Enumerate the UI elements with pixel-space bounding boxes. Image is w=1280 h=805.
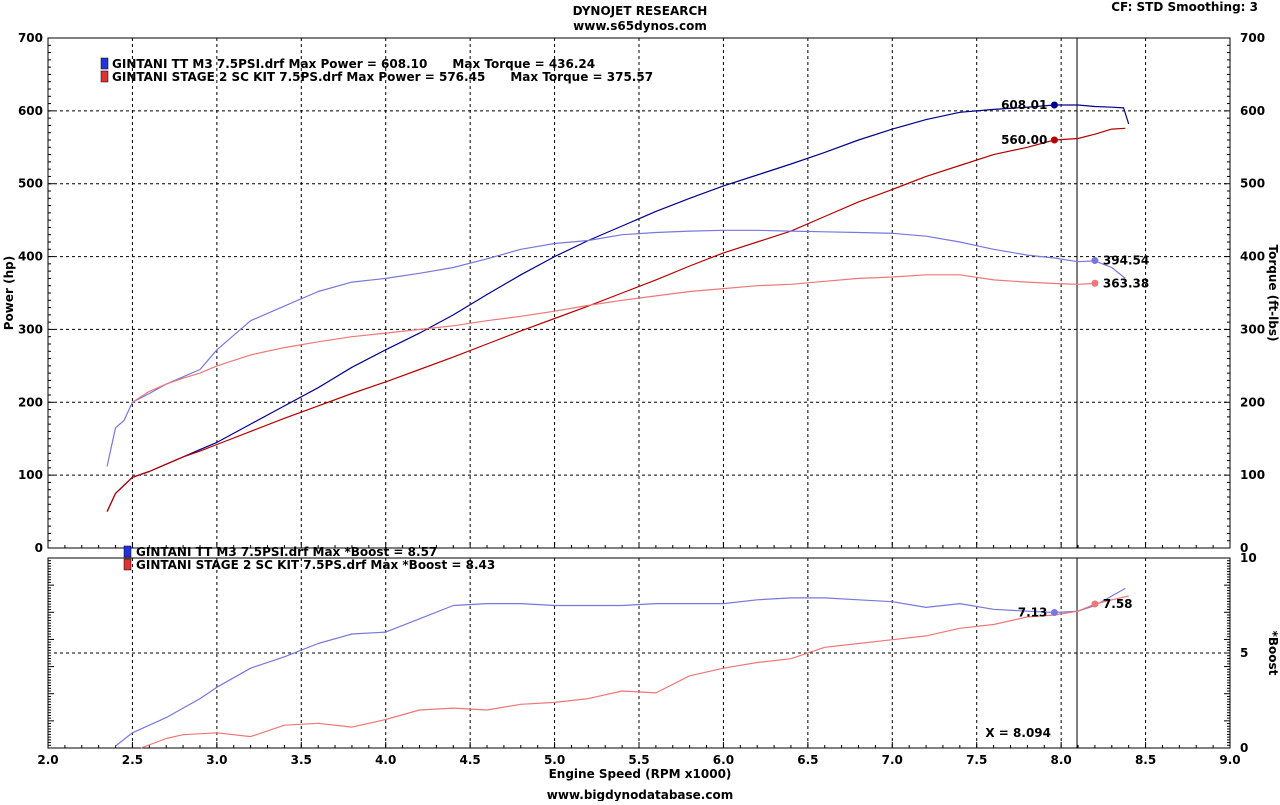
- power-marker-point: [1050, 101, 1058, 109]
- x-tick-label: 5.0: [544, 753, 565, 767]
- power-y2-tick-label: 0: [1240, 541, 1248, 555]
- x-tick-label: 6.5: [797, 753, 818, 767]
- power-marker-label: 608.01: [1001, 98, 1047, 112]
- power-marker-point: [1091, 279, 1099, 287]
- legend-entry-run2-boost: GINTANI STAGE 2 SC KIT 7.5PS.drf Max *Bo…: [136, 558, 495, 572]
- series-line-boost-run2: [140, 595, 1129, 749]
- x-tick-label: 2.5: [122, 753, 143, 767]
- cursor-readout: X = 8.094: [985, 726, 1051, 740]
- power-y-tick-label: 400: [18, 250, 43, 264]
- x-tick-label: 4.0: [375, 753, 396, 767]
- chart-footer: www.bigdynodatabase.com: [547, 788, 733, 801]
- power-y-tick-label: 500: [18, 177, 43, 191]
- power-marker-point: [1091, 257, 1099, 265]
- x-tick-label: 8.5: [1135, 753, 1156, 767]
- legend-swatch-run1-boost: [123, 545, 132, 558]
- power-y-tick-label: 600: [18, 104, 43, 118]
- boost-y2-tick-label: 5: [1240, 646, 1248, 660]
- x-tick-label: 9.0: [1219, 753, 1240, 767]
- boost-plot: 0 5 10 2.0 2.5 3.0 3.5 4.0 4.5 5.0 5.5 6.0 6.5 7.0 7.5…: [37, 551, 1256, 767]
- legend-swatch-run2-boost: [123, 558, 132, 571]
- y2-axis-label-torque: Torque (ft-lbs): [1266, 245, 1280, 342]
- boost-marker-point: [1091, 600, 1099, 608]
- x-tick-label: 5.5: [628, 753, 649, 767]
- x-axis-label: Engine Speed (RPM x1000): [549, 767, 732, 781]
- legend-swatch-run2-power: [100, 70, 109, 83]
- power-y2-tick-label: 300: [1240, 322, 1265, 336]
- power-y-tick-label: 700: [18, 31, 43, 45]
- x-tick-label: 2.0: [37, 753, 58, 767]
- power-y2-tick-label: 700: [1240, 31, 1265, 45]
- power-y2-tick-label: 200: [1240, 395, 1265, 409]
- chart-subtitle: www.s65dynos.com: [573, 19, 707, 33]
- legend-entry-run1-boost: GINTANI TT M3 7.5PSI.drf Max *Boost = 8.…: [136, 545, 437, 559]
- power-y-tick-label: 200: [18, 395, 43, 409]
- y-axis-label-power: Power (hp): [2, 256, 16, 330]
- power-y2-tick-label: 100: [1240, 468, 1265, 482]
- power-y2-tick-label: 600: [1240, 104, 1265, 118]
- x-tick-label: 8.0: [1051, 753, 1072, 767]
- x-tick-label: 3.5: [291, 753, 312, 767]
- x-tick-label: 7.0: [882, 753, 903, 767]
- power-marker-label: 560.00: [1001, 133, 1047, 147]
- legend-swatch-run1-power: [100, 57, 109, 70]
- legend-entry-run2-power: GINTANI STAGE 2 SC KIT 7.5PS.drf Max Pow…: [112, 70, 653, 84]
- power-marker-point: [1050, 136, 1058, 144]
- boost-marker-label: 7.58: [1103, 597, 1133, 611]
- x-tick-label: 7.5: [966, 753, 987, 767]
- boost-marker-point: [1050, 609, 1058, 617]
- power-marker-label: 363.38: [1103, 276, 1149, 290]
- power-y2-tick-label: 400: [1240, 250, 1265, 264]
- power-y-tick-label: 100: [18, 468, 43, 482]
- power-y2-tick-label: 500: [1240, 177, 1265, 191]
- chart-settings: CF: STD Smoothing: 3: [1111, 0, 1258, 14]
- boost-y2-tick-label: 10: [1240, 551, 1257, 565]
- power-y-tick-label: 300: [18, 322, 43, 336]
- series-line-power-run2: [106, 127, 1126, 512]
- x-tick-label: 4.5: [460, 753, 481, 767]
- x-tick-label: 6.0: [713, 753, 734, 767]
- series-line-torque-run1: [106, 229, 1126, 467]
- boost-marker-label: 7.13: [1018, 606, 1048, 620]
- series-line-boost-run1: [115, 587, 1126, 747]
- power-torque-plot: 0 0 100 100 200 200 300 300 400 400 500 500 600 600 70…: [18, 31, 1265, 555]
- power-marker-label: 394.54: [1103, 254, 1149, 268]
- y2-axis-label-boost: *Boost: [1266, 631, 1280, 676]
- chart-title: DYNOJET RESEARCH: [573, 4, 708, 18]
- legend-entry-run1-power: GINTANI TT M3 7.5PSI.drf Max Power = 608…: [112, 57, 595, 71]
- x-tick-label: 3.0: [206, 753, 227, 767]
- series-line-torque-run2: [132, 274, 1095, 403]
- boost-y2-tick-label: 0: [1240, 741, 1248, 755]
- power-y-tick-label: 0: [35, 541, 43, 555]
- series-line-power-run1: [106, 104, 1130, 512]
